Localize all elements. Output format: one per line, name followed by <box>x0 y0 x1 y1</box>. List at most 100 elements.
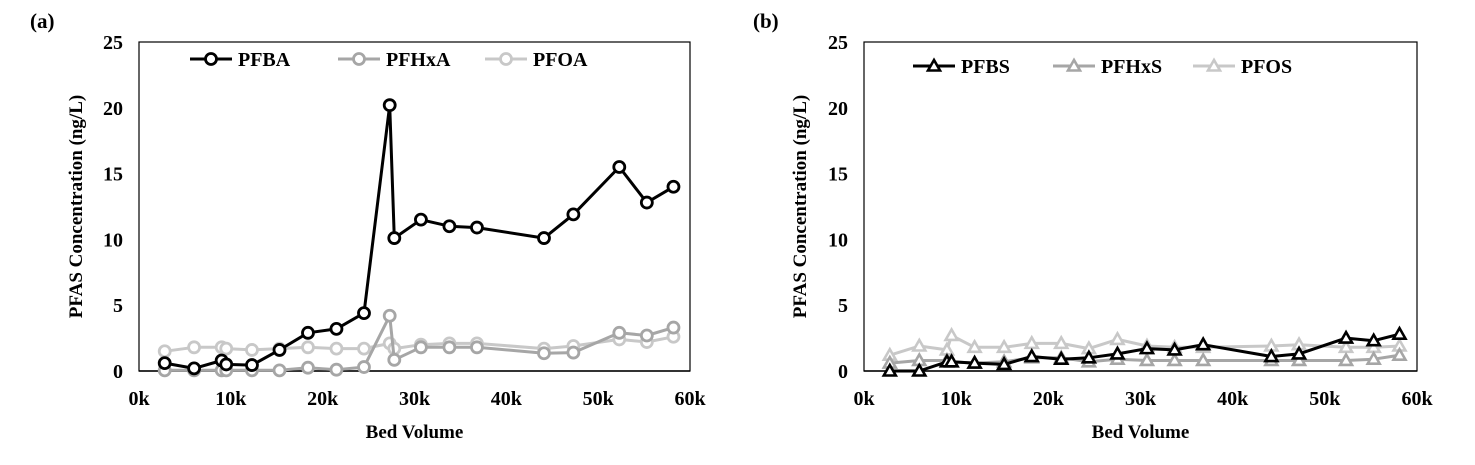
data-point <box>966 354 983 369</box>
data-point <box>1138 340 1156 355</box>
plot-frame <box>863 41 1418 372</box>
x-axis-title: Bed Volume <box>366 422 464 443</box>
y-tick-label: 20 <box>828 98 848 120</box>
plot-frame <box>138 41 691 372</box>
data-point <box>1109 330 1126 346</box>
legend-marker <box>499 52 513 66</box>
y-tick-label: 15 <box>103 164 123 186</box>
data-point <box>1194 351 1212 367</box>
legend-label: PFOS <box>1241 56 1292 78</box>
data-point <box>357 306 371 320</box>
legend: PFBS PFHxS PFOS <box>913 56 1292 78</box>
x-tick-label: 10k <box>941 388 973 410</box>
data-point <box>1391 325 1408 340</box>
legend-marker <box>204 52 218 66</box>
panel-label: (a) <box>30 9 55 33</box>
data-point <box>566 207 581 222</box>
data-point <box>157 356 172 371</box>
data-point <box>537 231 551 245</box>
data-point <box>612 325 627 340</box>
series-pfba <box>157 98 681 376</box>
data-point <box>382 98 397 113</box>
legend-label: PFBS <box>961 56 1010 78</box>
y-tick-label: 5 <box>113 295 123 317</box>
data-point <box>995 338 1013 354</box>
panel-label: (b) <box>753 9 779 33</box>
data-point <box>219 341 234 356</box>
series-pfbs <box>881 325 1408 377</box>
x-tick-label: 0k <box>128 388 150 410</box>
legend-marker <box>352 52 366 66</box>
data-point <box>995 355 1013 371</box>
data-point <box>881 362 899 377</box>
y-axis-title: PFAS Concentration (ng/L) <box>790 95 811 318</box>
y-tick-label: 5 <box>838 295 848 317</box>
data-point <box>666 179 681 194</box>
data-point <box>414 340 428 355</box>
data-point <box>1391 346 1408 362</box>
data-point <box>357 360 371 374</box>
data-point <box>1337 351 1355 367</box>
x-tick-label: 20k <box>1033 388 1065 410</box>
data-point <box>1365 332 1382 347</box>
data-point <box>966 338 983 354</box>
x-tick-label: 60k <box>1401 388 1433 410</box>
data-point <box>911 362 928 377</box>
data-point <box>272 343 287 357</box>
data-point <box>157 344 172 359</box>
y-tick-label: 25 <box>103 32 123 54</box>
legend-marker <box>1065 57 1083 72</box>
chart-panel-b: (b) 0 5 10 15 20 25 0k 10k 20k 30k 40k 50k 60k Bed Vol… <box>753 9 1433 443</box>
data-point <box>1365 350 1382 365</box>
y-tick-label: 10 <box>103 229 123 251</box>
x-tick-label: 30k <box>399 388 431 410</box>
legend: PFBA PFHxA PFOA <box>190 49 588 71</box>
legend-label: PFHxS <box>1101 56 1162 78</box>
chart-panel-a: (a) 0 5 10 15 20 25 0k 10k 20k 30k 40k 50k 60k Bed Vol… <box>30 9 706 443</box>
data-point <box>301 340 315 355</box>
y-tick-label: 25 <box>828 32 848 54</box>
data-point <box>1337 329 1355 344</box>
data-point <box>639 195 654 210</box>
legend-item-pfos: PFOS <box>1193 56 1292 78</box>
data-point <box>1194 336 1212 351</box>
data-point <box>1052 334 1070 350</box>
series-line <box>164 103 675 370</box>
x-tick-label: 0k <box>853 388 875 410</box>
data-point <box>272 363 287 378</box>
x-tick-label: 60k <box>674 388 706 410</box>
data-point <box>245 343 259 357</box>
y-tick-label: 0 <box>838 361 848 383</box>
data-point <box>329 321 344 336</box>
data-point <box>1052 350 1070 365</box>
x-tick-label: 10k <box>215 388 247 410</box>
x-axis-title: Bed Volume <box>1092 422 1190 443</box>
data-point <box>387 352 402 367</box>
legend-item-pfbs: PFBS <box>913 56 1010 78</box>
data-point <box>329 341 344 356</box>
data-point <box>943 326 960 342</box>
data-point <box>470 340 484 355</box>
data-point <box>382 308 397 323</box>
data-point <box>1109 345 1126 360</box>
data-point <box>357 341 371 356</box>
data-point <box>414 212 428 227</box>
data-point <box>1337 338 1355 354</box>
data-point <box>187 361 202 376</box>
data-point <box>387 231 402 245</box>
data-point <box>639 328 654 343</box>
legend-item-pfhxs: PFHxS <box>1053 56 1162 78</box>
data-point <box>1263 347 1280 363</box>
x-tick-label: 40k <box>1217 388 1249 410</box>
x-tick-label: 20k <box>307 388 339 410</box>
y-axis-title: PFAS Concentration (ng/L) <box>66 95 87 318</box>
data-point <box>537 346 551 361</box>
legend-item-pfoa: PFOA <box>485 49 588 71</box>
data-point <box>943 353 960 368</box>
data-point <box>666 320 681 335</box>
data-point <box>1166 351 1183 367</box>
legend-item-pfhxa: PFHxA <box>338 49 451 71</box>
data-point <box>612 160 627 174</box>
legend-marker <box>1205 57 1223 72</box>
